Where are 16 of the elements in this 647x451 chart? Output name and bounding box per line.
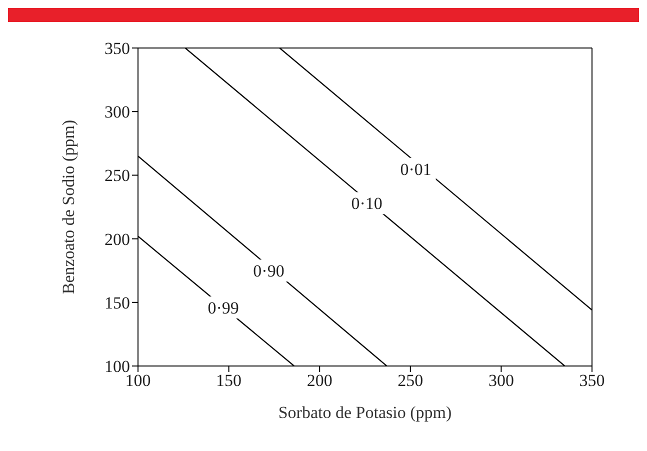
annotation: 0·99 xyxy=(208,298,239,318)
x-tick-label: 200 xyxy=(306,371,332,390)
y-tick-label: 150 xyxy=(104,293,130,312)
annotation: 0·10 xyxy=(351,194,382,214)
y-axis-title: Benzoato de Sodio (ppm) xyxy=(59,120,78,294)
annotation: 0·01 xyxy=(400,160,432,179)
y-tick-label: 300 xyxy=(104,102,130,122)
x-axis-title: Sorbato de Potasio (ppm) xyxy=(278,403,452,422)
y-tick-label: 350 xyxy=(104,39,130,58)
x-tick-label: 300 xyxy=(488,371,514,390)
x-tick-label: 250 xyxy=(398,371,424,390)
annotation: 0·90 xyxy=(253,262,284,281)
y-tick-label: 200 xyxy=(104,230,130,249)
y-tick-label: 250 xyxy=(104,166,130,186)
x-tick-label: 150 xyxy=(216,371,242,390)
x-tick-label: 350 xyxy=(579,371,605,390)
